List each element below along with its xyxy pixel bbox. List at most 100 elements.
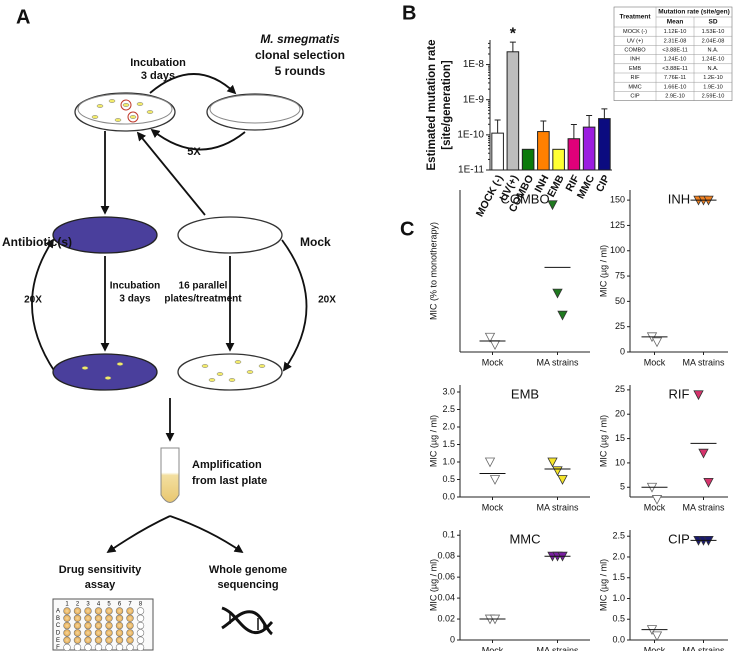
- well: [115, 607, 124, 615]
- dish: [177, 353, 283, 391]
- table-cell: 1.12E-10: [664, 29, 687, 35]
- x-tick-label: CIP: [594, 173, 613, 194]
- chart-title: CIP: [668, 531, 690, 546]
- y-tick-label: 2.0: [612, 551, 625, 561]
- point: [703, 477, 714, 488]
- x-tick-label: Mock: [644, 357, 666, 367]
- x-tick-label: Mock: [482, 502, 504, 512]
- well: [105, 607, 113, 615]
- point: [484, 332, 496, 343]
- well: [105, 614, 113, 622]
- x-tick-label: Mock: [482, 645, 504, 651]
- chart-title: MMC: [509, 531, 540, 546]
- y-axis-label: MIC (µg / ml): [428, 415, 438, 467]
- error-bar: [494, 119, 501, 134]
- table-cell: COMBO: [624, 47, 646, 53]
- y-axis-label: MIC (% to monotherapy): [428, 222, 438, 320]
- x-tick-label: MA strains: [682, 502, 725, 512]
- y-axis-label: [site/generation]: [441, 60, 453, 150]
- plate-col-label: 4: [97, 602, 101, 608]
- label: sequencing: [217, 579, 278, 591]
- picked-colony: [127, 111, 139, 123]
- y-tick-label: 0: [620, 346, 625, 356]
- panel-a: A Incubation 3 days M. smegmatis clonal …: [2, 6, 345, 651]
- point: [693, 390, 704, 401]
- x-tick-label: Mock: [482, 357, 504, 367]
- well: [136, 607, 145, 615]
- table-cell: INH: [630, 57, 640, 63]
- y-tick-label: 100: [610, 245, 625, 255]
- y-axis-label: MIC (µg / ml): [598, 559, 608, 611]
- table-cell: 1.66E-10: [664, 84, 687, 90]
- table-cell: 2.9E-10: [665, 93, 685, 99]
- plate-row-label: D: [56, 630, 61, 636]
- plate-row-label: F: [56, 645, 60, 651]
- y-tick-label: 1.5: [442, 439, 455, 449]
- error-bar: [601, 108, 608, 119]
- chart-title: COMBO: [500, 191, 549, 206]
- table-cell: CIP: [630, 93, 640, 99]
- label: 3 days: [119, 294, 151, 305]
- y-tick-label: 75: [615, 270, 625, 280]
- y-tick-label: 1.5: [612, 572, 625, 582]
- well: [136, 614, 145, 622]
- x-tick-label: MA strains: [682, 645, 725, 651]
- well: [84, 643, 92, 651]
- well: [126, 643, 134, 651]
- label: 16 parallel: [179, 281, 228, 292]
- point: [547, 200, 558, 211]
- point: [651, 495, 663, 505]
- well: [115, 629, 124, 637]
- y-tick-label: 0.5: [612, 614, 625, 624]
- y-tick-label: 20: [615, 409, 625, 419]
- bar: [521, 148, 535, 171]
- y-tick-label: 0.08: [437, 551, 455, 561]
- y-tick-label: 2.5: [612, 531, 625, 541]
- dish: [52, 353, 158, 391]
- table-cell: MOCK (-): [623, 29, 647, 35]
- well: [105, 629, 113, 637]
- table-cell: N.A.: [708, 66, 719, 72]
- y-tick-label: 5: [620, 482, 625, 492]
- point: [651, 631, 663, 642]
- dish-rim: [77, 93, 173, 125]
- well: [73, 636, 82, 644]
- y-axis-label: MIC (µg / ml): [428, 559, 438, 611]
- table-cell: UV (+): [627, 38, 643, 44]
- point: [557, 475, 568, 485]
- label: 5 rounds: [275, 64, 326, 78]
- well: [136, 621, 145, 630]
- well: [115, 621, 124, 630]
- well: [115, 614, 124, 622]
- arrow: [136, 131, 206, 216]
- y-axis-label: Estimated mutation rate: [426, 40, 438, 171]
- table-cell: 1.24E-10: [702, 57, 725, 63]
- y-tick-label: 0.0: [612, 634, 625, 644]
- well: [84, 607, 92, 615]
- label: M. smegmatis: [260, 32, 340, 46]
- chart-title: RIF: [669, 386, 690, 401]
- well: [94, 614, 103, 622]
- y-tick-label: 2.5: [442, 404, 455, 414]
- arrow: [31, 238, 56, 373]
- plate-col-label: 3: [86, 602, 90, 608]
- well: [94, 636, 103, 644]
- label: Antibiotic(s): [2, 235, 72, 249]
- point: [489, 340, 501, 350]
- y-tick-label: 15: [615, 433, 625, 443]
- table-frame: [613, 6, 733, 101]
- label: 5X: [187, 146, 201, 158]
- error-bar: [586, 114, 593, 128]
- label: 3 days: [141, 70, 175, 82]
- colonies: [81, 360, 266, 382]
- panel-label: B: [402, 2, 416, 24]
- y-axis-label: MIC (µg / ml): [598, 245, 608, 297]
- well: [105, 636, 113, 644]
- y-axis-label: MIC (µg / ml): [598, 415, 608, 467]
- panel-label: C: [400, 218, 414, 240]
- well: [73, 643, 82, 651]
- label: Amplification: [192, 459, 262, 471]
- well: [105, 643, 113, 651]
- arrow: [149, 73, 237, 95]
- label: Whole genome: [209, 564, 287, 576]
